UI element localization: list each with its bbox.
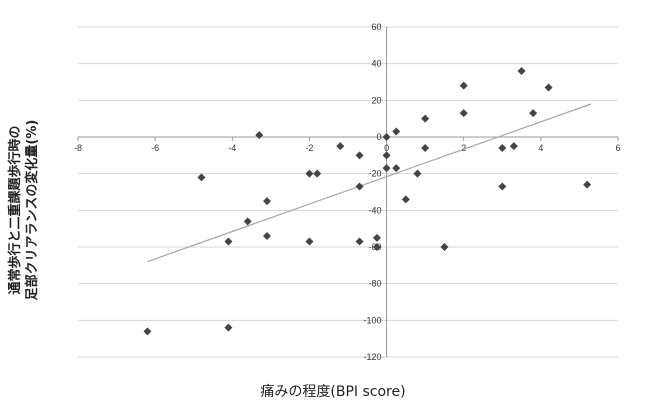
y-tick-label: -80 <box>369 279 382 289</box>
data-point <box>305 169 314 178</box>
data-point <box>263 197 271 206</box>
data-point <box>413 169 422 178</box>
data-point <box>401 195 410 204</box>
data-point <box>392 127 401 136</box>
data-point <box>517 67 526 75</box>
grid-lines <box>78 26 618 358</box>
data-point <box>313 169 322 178</box>
x-tick-label: 0 <box>384 143 389 153</box>
data-point <box>143 327 152 336</box>
y-tick-label: -100 <box>364 315 382 325</box>
data-point <box>583 180 592 189</box>
data-point <box>305 237 314 246</box>
x-axis-label: 痛みの程度(BPI score) <box>260 383 405 400</box>
data-point <box>263 232 271 240</box>
x-tick-label: 4 <box>538 143 543 153</box>
data-point <box>224 237 233 246</box>
y-axis-label-line1: 通常歩行と二重課題歩行時の <box>7 125 23 294</box>
x-tick-label: -8 <box>74 143 82 153</box>
data-point <box>421 114 430 123</box>
trend-line <box>147 103 592 263</box>
data-point <box>355 237 364 246</box>
x-tick-label: -2 <box>305 143 313 153</box>
x-tick-label: 6 <box>615 143 620 153</box>
data-point <box>255 131 264 140</box>
data-point <box>392 164 401 173</box>
data-point <box>336 142 345 151</box>
y-tick-label: 40 <box>372 59 382 69</box>
data-point <box>498 144 507 152</box>
x-tick-label: -4 <box>228 143 236 153</box>
data-point <box>197 173 206 182</box>
data-point <box>382 164 391 173</box>
data-point <box>355 182 364 191</box>
axes <box>77 27 619 357</box>
data-point <box>355 151 364 160</box>
data-point <box>224 323 233 332</box>
y-tick-label: 60 <box>372 22 382 32</box>
y-tick-label: 20 <box>372 95 382 105</box>
data-point <box>372 243 381 251</box>
x-tick-label: 2 <box>461 143 466 153</box>
data-point <box>459 109 468 118</box>
data-point <box>459 81 468 90</box>
y-tick-label: -40 <box>369 205 382 215</box>
data-point <box>243 217 252 226</box>
data-point <box>421 144 430 152</box>
y-axis-label: 通常歩行と二重課題歩行時の 足部クリアランスの変化量(%) <box>7 120 40 301</box>
data-point <box>529 109 538 118</box>
data-points <box>143 67 592 336</box>
data-point <box>509 142 518 151</box>
y-tick-label: -20 <box>369 169 382 179</box>
data-point <box>382 133 391 141</box>
y-tick-label: -120 <box>364 352 382 362</box>
data-point <box>372 233 381 242</box>
y-tick-label: 0 <box>377 132 382 142</box>
data-point <box>498 182 507 191</box>
y-axis-label-line2: 足部クリアランスの変化量(%) <box>24 120 40 301</box>
data-point <box>382 151 391 160</box>
x-tick-label: -6 <box>151 143 159 153</box>
data-point <box>544 83 553 92</box>
data-point <box>440 243 449 251</box>
